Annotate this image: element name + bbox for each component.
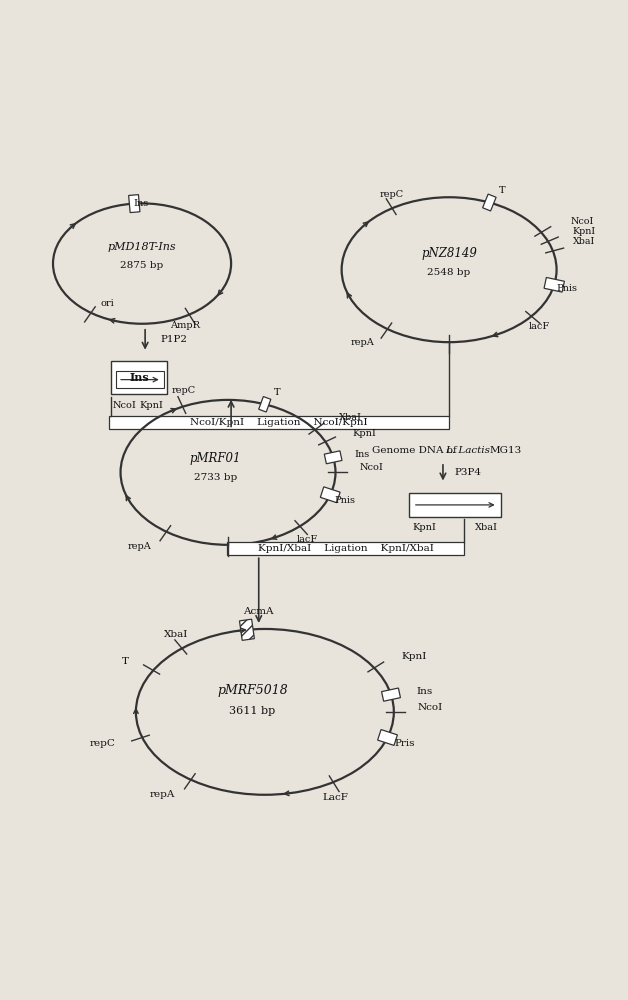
Text: Pnis: Pnis bbox=[335, 496, 356, 505]
Text: repA: repA bbox=[350, 338, 374, 347]
Text: AmpR: AmpR bbox=[170, 321, 200, 330]
Text: repC: repC bbox=[171, 386, 195, 395]
Bar bbox=[109, 416, 449, 429]
Text: XbaI: XbaI bbox=[475, 523, 498, 532]
Text: L. Lactis: L. Lactis bbox=[445, 446, 490, 455]
Polygon shape bbox=[129, 195, 140, 213]
Text: 2733 bp: 2733 bp bbox=[194, 473, 237, 482]
Polygon shape bbox=[382, 688, 401, 701]
Text: pMD18T-Ins: pMD18T-Ins bbox=[108, 242, 176, 252]
Text: Ins: Ins bbox=[354, 450, 369, 459]
Polygon shape bbox=[324, 451, 342, 464]
Text: pMRF5018: pMRF5018 bbox=[217, 684, 288, 697]
Text: LacF: LacF bbox=[322, 793, 349, 802]
Text: NcoI: NcoI bbox=[570, 217, 593, 226]
Polygon shape bbox=[377, 730, 398, 745]
Text: T: T bbox=[274, 388, 281, 397]
Text: pMRF01: pMRF01 bbox=[190, 452, 242, 465]
Text: KpnI: KpnI bbox=[572, 227, 595, 236]
Text: XbaI: XbaI bbox=[339, 413, 362, 422]
Text: Ins: Ins bbox=[416, 687, 433, 696]
Bar bbox=[227, 542, 465, 555]
Text: NcoI/KpnI    Ligation    NcoI/KpnI: NcoI/KpnI Ligation NcoI/KpnI bbox=[190, 418, 368, 427]
Text: repC: repC bbox=[89, 739, 115, 748]
Text: ori: ori bbox=[100, 299, 114, 308]
Text: Ins: Ins bbox=[133, 199, 148, 208]
Text: NcoI: NcoI bbox=[112, 401, 136, 410]
Text: MG13: MG13 bbox=[489, 446, 521, 455]
Text: pNZ8149: pNZ8149 bbox=[421, 247, 477, 260]
Text: lacF: lacF bbox=[528, 322, 550, 331]
Text: Pris: Pris bbox=[394, 739, 414, 748]
Bar bbox=[409, 493, 501, 517]
Text: KpnI: KpnI bbox=[401, 652, 427, 661]
Text: T: T bbox=[499, 186, 506, 195]
Text: Pnis: Pnis bbox=[556, 284, 577, 293]
Polygon shape bbox=[320, 487, 340, 503]
Text: NcoI: NcoI bbox=[359, 463, 383, 472]
Polygon shape bbox=[259, 397, 271, 412]
Polygon shape bbox=[239, 619, 254, 640]
Bar bbox=[111, 361, 166, 394]
Text: Genome DNA of: Genome DNA of bbox=[372, 446, 460, 455]
Text: repA: repA bbox=[127, 542, 151, 551]
Bar bbox=[116, 371, 163, 388]
Text: KpnI: KpnI bbox=[139, 401, 163, 410]
Polygon shape bbox=[482, 194, 496, 211]
Text: T: T bbox=[122, 657, 129, 666]
Text: KpnI/XbaI    Ligation    KpnI/XbaI: KpnI/XbaI Ligation KpnI/XbaI bbox=[257, 544, 433, 553]
Text: 2548 bp: 2548 bp bbox=[428, 268, 471, 277]
Polygon shape bbox=[544, 277, 565, 292]
Text: 3611 bp: 3611 bp bbox=[229, 706, 276, 716]
Text: KpnI: KpnI bbox=[353, 429, 377, 438]
Text: repC: repC bbox=[379, 190, 404, 199]
Text: 2875 bp: 2875 bp bbox=[121, 261, 164, 270]
Text: Ins: Ins bbox=[130, 372, 149, 383]
Text: AcmA: AcmA bbox=[243, 607, 273, 616]
Text: repA: repA bbox=[149, 790, 175, 799]
Text: NcoI: NcoI bbox=[417, 703, 442, 712]
Text: KpnI: KpnI bbox=[412, 523, 436, 532]
Text: lacF: lacF bbox=[296, 535, 318, 544]
Text: P1P2: P1P2 bbox=[161, 335, 188, 344]
Text: XbaI: XbaI bbox=[573, 237, 595, 246]
Text: XbaI: XbaI bbox=[164, 630, 188, 639]
Text: P3P4: P3P4 bbox=[454, 468, 481, 477]
